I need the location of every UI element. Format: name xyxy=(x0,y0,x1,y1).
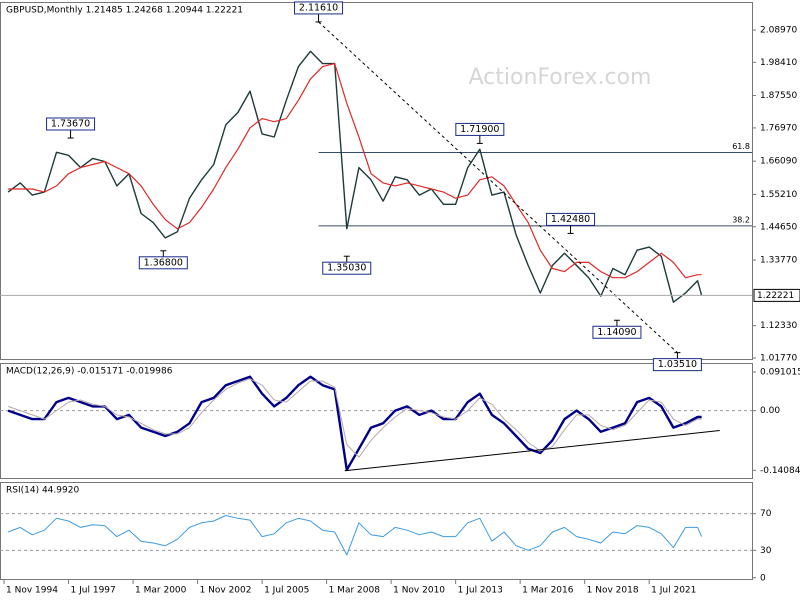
y-tick-label: 1.33770 xyxy=(760,256,797,266)
y-tick-label: 1.01770 xyxy=(760,353,797,363)
panel-title: GBPUSD,Monthly 1.21485 1.24268 1.20944 1… xyxy=(6,6,243,16)
y-tick-label: 2.08970 xyxy=(760,26,797,36)
current-price-label: 1.22221 xyxy=(757,291,794,301)
rsi-panel-frame xyxy=(0,482,753,580)
x-tick-label: 1 Mar 2000 xyxy=(135,586,187,596)
macd-panel-frame xyxy=(0,363,753,479)
y-tick-label: 1.55210 xyxy=(760,190,797,200)
y-tick-label: 0.091015 xyxy=(760,368,800,378)
panel-title: RSI(14) 44.9920 xyxy=(6,486,79,496)
y-tick-label: 0.00 xyxy=(760,406,780,416)
y-tick-label: -0.140843 xyxy=(760,466,800,476)
y-tick-label: 1.44650 xyxy=(760,222,797,232)
y-tick-label: 1.12330 xyxy=(760,321,797,331)
series-line xyxy=(7,378,702,458)
annotation-label: 1.71900 xyxy=(460,124,499,135)
annotation-box xyxy=(138,256,188,270)
x-tick-label: 1 Nov 2010 xyxy=(393,586,445,596)
y-tick-label: 1.98410 xyxy=(760,58,797,68)
y-tick-label: 1.76970 xyxy=(760,123,797,133)
panel-title: MACD(12,26,9) -0.015171 -0.019986 xyxy=(6,367,173,377)
x-tick-label: 1 Jul 1997 xyxy=(71,586,116,596)
annotation-box xyxy=(294,1,344,15)
x-tick-label: 1 Nov 2018 xyxy=(587,586,639,596)
annotation-label: 1.73670 xyxy=(51,118,90,129)
annotation-label: 1.42480 xyxy=(551,214,590,225)
annotation-box xyxy=(546,212,596,226)
y-tick-label: 70 xyxy=(760,509,772,519)
annotation-box xyxy=(652,358,702,372)
annotation-label: 1.14090 xyxy=(597,327,636,338)
current-price-box xyxy=(753,288,800,302)
x-tick-label: 1 Mar 2016 xyxy=(522,586,574,596)
y-tick-label: 30 xyxy=(760,546,772,556)
annotation-box xyxy=(322,261,372,275)
x-tick-label: 1 Mar 2008 xyxy=(329,586,381,596)
annotation-box xyxy=(46,117,96,131)
x-tick-label: 1 Nov 1994 xyxy=(6,586,58,596)
y-tick-label: 1.87550 xyxy=(760,91,797,101)
annotation-label: 1.35030 xyxy=(327,263,366,274)
annotation-label: 1.03510 xyxy=(658,359,697,370)
annotation-box xyxy=(455,122,505,136)
annotation-label: 1.36800 xyxy=(144,257,183,268)
fib-level-label: 61.8 xyxy=(732,142,750,151)
watermark: ActionForex.com xyxy=(469,65,652,90)
y-tick-label: 1.66090 xyxy=(760,157,797,167)
fib-level-label: 38.2 xyxy=(732,215,750,224)
x-tick-label: 1 Jul 2013 xyxy=(458,586,503,596)
x-tick-label: 1 Jul 2005 xyxy=(264,586,309,596)
series-line xyxy=(7,50,703,303)
annotation-label: 2.11610 xyxy=(299,2,338,13)
annotation-box xyxy=(592,325,642,339)
series-line xyxy=(8,63,702,279)
x-tick-label: 1 Jul 2021 xyxy=(651,586,696,596)
price-panel-frame xyxy=(0,2,753,360)
y-tick-label: 0 xyxy=(760,573,766,583)
series-line xyxy=(7,515,703,556)
x-tick-label: 1 Nov 2002 xyxy=(200,586,252,596)
trendline xyxy=(344,430,720,472)
